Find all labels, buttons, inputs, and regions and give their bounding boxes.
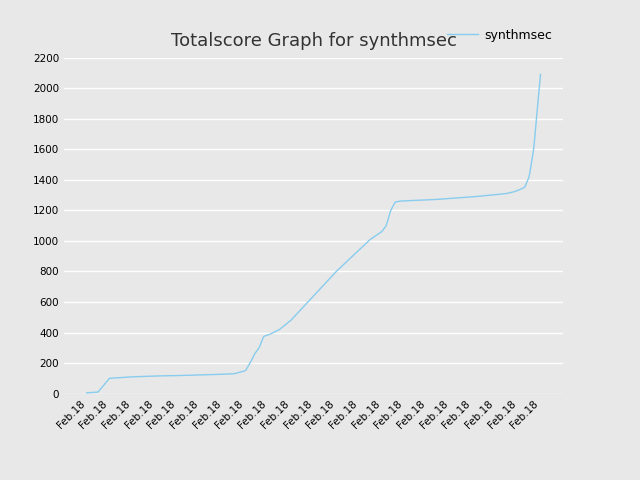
Title: Totalscore Graph for synthmsec: Totalscore Graph for synthmsec bbox=[171, 33, 456, 50]
synthmsec bbox=[525, 171, 533, 177]
synthmsec bbox=[455, 195, 463, 201]
synthmsec bbox=[537, 72, 545, 77]
Legend: synthmsec: synthmsec bbox=[442, 24, 557, 47]
synthmsec bbox=[328, 273, 336, 279]
synthmsec bbox=[301, 302, 309, 308]
synthmsec bbox=[83, 390, 90, 396]
Line: synthmsec: synthmsec bbox=[86, 74, 541, 393]
synthmsec bbox=[353, 249, 360, 255]
synthmsec bbox=[298, 305, 306, 311]
